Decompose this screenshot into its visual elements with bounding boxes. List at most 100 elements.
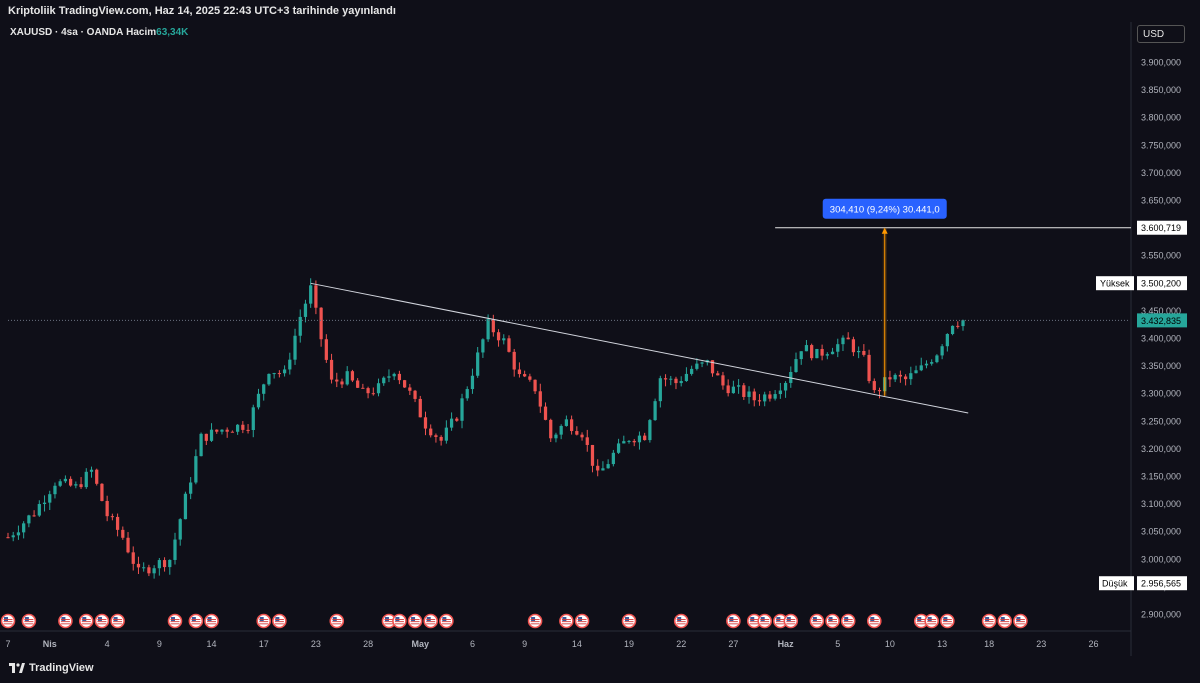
y-tick-label: 3.700,000 xyxy=(1141,168,1181,178)
us-flag-event-icon[interactable] xyxy=(272,613,287,629)
candle-body xyxy=(857,350,861,353)
candle-body xyxy=(376,383,381,394)
chart-legend: XAUUSD · 4sa · OANDA Hacim63,34K xyxy=(10,27,188,38)
us-flag-event-icon[interactable] xyxy=(866,613,882,629)
candle-body xyxy=(507,338,511,352)
us-flag-event-icon[interactable] xyxy=(188,613,204,629)
candle-body xyxy=(611,452,615,465)
us-flag-event-icon[interactable] xyxy=(559,613,574,629)
y-tick-label: 3.550,000 xyxy=(1141,251,1181,261)
candle-body xyxy=(632,440,636,443)
currency-selector[interactable]: USD xyxy=(1137,25,1185,43)
candle-body xyxy=(126,537,130,553)
us-flag-event-icon[interactable] xyxy=(527,613,543,629)
high-price-tag: 3.500,200 xyxy=(1141,279,1181,289)
candle-body xyxy=(747,391,751,397)
candle-body xyxy=(168,559,172,568)
candle-body xyxy=(434,435,438,437)
candle-body xyxy=(523,374,527,377)
us-flag-event-icon[interactable] xyxy=(981,613,997,629)
brand-label: TradingView xyxy=(29,662,94,674)
us-flag-event-icon[interactable] xyxy=(381,613,397,629)
candle-body xyxy=(194,456,198,483)
us-flag-event-icon[interactable] xyxy=(407,613,423,629)
us-flag-event-icon[interactable] xyxy=(809,613,825,629)
candle-body xyxy=(846,337,850,340)
candle-body xyxy=(580,434,584,438)
y-tick-label: 3.450,000 xyxy=(1141,306,1181,316)
us-flag-event-icon[interactable] xyxy=(574,613,590,629)
candle-body xyxy=(606,464,610,469)
tradingview-brand[interactable]: TradingView xyxy=(9,662,94,674)
us-flag-event-icon[interactable] xyxy=(940,613,955,629)
y-tick-label: 3.800,000 xyxy=(1141,113,1181,123)
candle-body xyxy=(152,568,156,574)
us-flag-event-icon[interactable] xyxy=(204,613,219,629)
candle-body xyxy=(439,436,443,441)
x-tick-label: 17 xyxy=(259,639,269,649)
candle-body xyxy=(293,335,297,360)
us-flag-event-icon[interactable] xyxy=(58,613,73,629)
candle-body xyxy=(768,394,772,399)
us-flag-event-icon[interactable] xyxy=(0,613,16,629)
candle-body xyxy=(658,378,662,402)
candle-body xyxy=(502,338,506,341)
us-flag-event-icon[interactable] xyxy=(439,613,454,629)
us-flag-event-icon[interactable] xyxy=(924,613,939,629)
candle-body xyxy=(898,374,902,377)
candle-body xyxy=(236,424,240,432)
x-tick-label: 9 xyxy=(157,639,162,649)
us-flag-event-icon[interactable] xyxy=(673,613,689,629)
candle-body xyxy=(157,560,161,569)
candle-body xyxy=(189,482,193,494)
candle-body xyxy=(131,552,135,564)
symbol-line[interactable]: XAUUSD · 4sa · OANDA xyxy=(10,27,124,38)
us-flag-event-icon[interactable] xyxy=(94,613,110,629)
candle-body xyxy=(763,394,767,402)
us-flag-event-icon[interactable] xyxy=(757,613,772,629)
candle-body xyxy=(89,469,94,472)
candle-body xyxy=(783,382,788,391)
candle-body xyxy=(387,376,391,378)
y-tick-label: 3.650,000 xyxy=(1141,196,1181,206)
us-flag-event-icon[interactable] xyxy=(726,613,741,629)
us-flag-event-icon[interactable] xyxy=(1013,613,1028,629)
candle-body xyxy=(799,351,803,360)
us-flag-event-icon[interactable] xyxy=(110,613,125,629)
candle-body xyxy=(423,417,428,429)
current-price-tag: 3.432,835 xyxy=(1141,316,1181,326)
candle-body xyxy=(63,478,68,482)
us-flag-event-icon[interactable] xyxy=(21,613,37,629)
us-flag-event-icon[interactable] xyxy=(825,613,840,629)
candle-body xyxy=(199,433,203,457)
current-price-tag-box xyxy=(1137,313,1187,328)
candle-body xyxy=(486,319,490,340)
us-flag-event-icon[interactable] xyxy=(167,613,183,629)
candle-body xyxy=(601,468,605,471)
candle-body xyxy=(6,537,10,539)
us-flag-event-icon[interactable] xyxy=(783,613,799,629)
candle-body xyxy=(825,354,829,356)
us-flag-event-icon[interactable] xyxy=(423,613,439,629)
candle-body xyxy=(22,523,26,533)
candle-body xyxy=(695,363,699,369)
us-flag-event-icon[interactable] xyxy=(621,613,637,629)
candle-body xyxy=(893,374,897,380)
x-tick-label: May xyxy=(412,639,430,649)
us-flag-event-icon[interactable] xyxy=(840,613,856,629)
candle-body xyxy=(178,519,182,540)
us-flag-event-icon[interactable] xyxy=(997,613,1013,629)
candle-body xyxy=(215,429,219,432)
candle-body xyxy=(836,344,840,352)
us-flag-event-icon[interactable] xyxy=(329,613,345,629)
candle-body xyxy=(841,337,845,345)
x-tick-label: 18 xyxy=(984,639,994,649)
us-flag-event-icon[interactable] xyxy=(78,613,94,629)
us-flag-event-icon[interactable] xyxy=(392,613,407,629)
candle-body xyxy=(455,418,459,421)
us-flag-event-icon[interactable] xyxy=(256,613,272,629)
candle-body xyxy=(303,303,308,317)
candle-body xyxy=(329,359,334,380)
candle-body xyxy=(32,515,36,517)
